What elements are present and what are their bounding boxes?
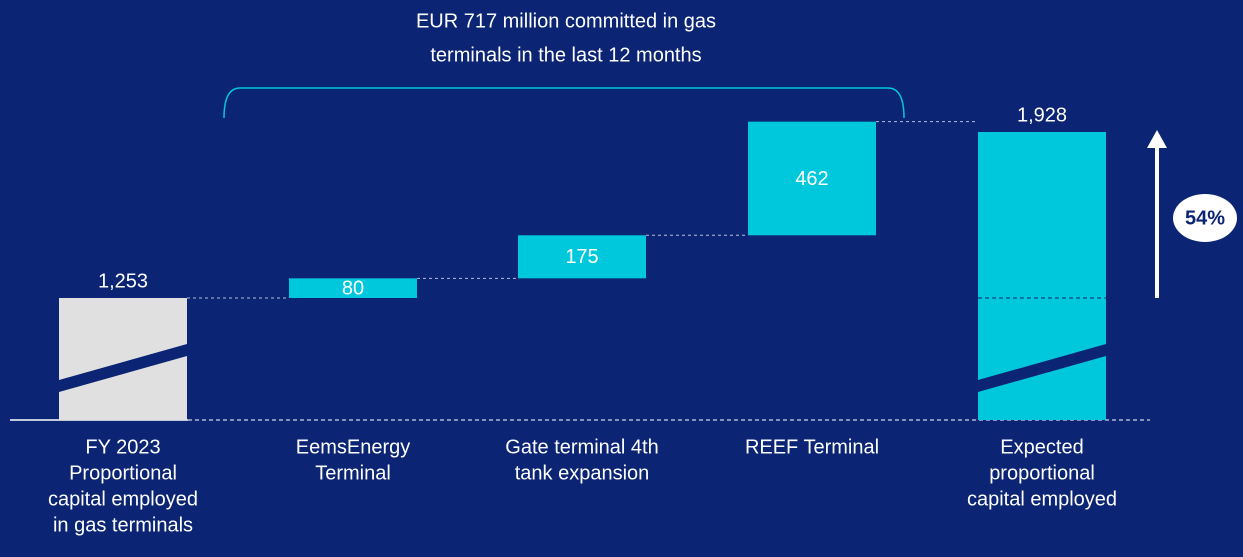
bracket xyxy=(223,87,905,119)
bar xyxy=(748,121,876,236)
value-label: 462 xyxy=(795,168,828,190)
value-label: 1,928 xyxy=(1017,104,1067,126)
x-tick-label: tank expansion xyxy=(515,462,650,484)
x-tick-label: in gas terminals xyxy=(53,514,193,536)
bar xyxy=(289,278,417,298)
x-tick-label: proportional xyxy=(989,462,1095,484)
x-tick-label: EemsEnergy xyxy=(296,436,411,458)
x-tick-label: REEF Terminal xyxy=(745,436,879,458)
annotation: EUR 717 million committed in gas xyxy=(416,10,716,32)
value-label: 80 xyxy=(342,277,364,299)
x-tick-label: Proportional xyxy=(69,462,177,484)
bar xyxy=(518,235,646,279)
x-tick-label: Expected xyxy=(1000,436,1083,458)
x-tick-label: Gate terminal 4th xyxy=(505,436,658,458)
x-tick-label: capital employed xyxy=(967,488,1117,510)
value-label: 175 xyxy=(565,246,598,268)
arrow-head xyxy=(1147,130,1167,148)
value-label: 1,253 xyxy=(98,270,148,292)
axis-break xyxy=(978,344,1106,392)
x-tick-label: Terminal xyxy=(315,462,391,484)
x-tick-label: FY 2023 xyxy=(85,436,160,458)
axis-break xyxy=(59,344,187,392)
growth-label: 54% xyxy=(1185,207,1225,229)
growth-badge xyxy=(1173,194,1237,242)
x-tick-label: capital employed xyxy=(48,488,198,510)
annotation: terminals in the last 12 months xyxy=(430,44,701,66)
